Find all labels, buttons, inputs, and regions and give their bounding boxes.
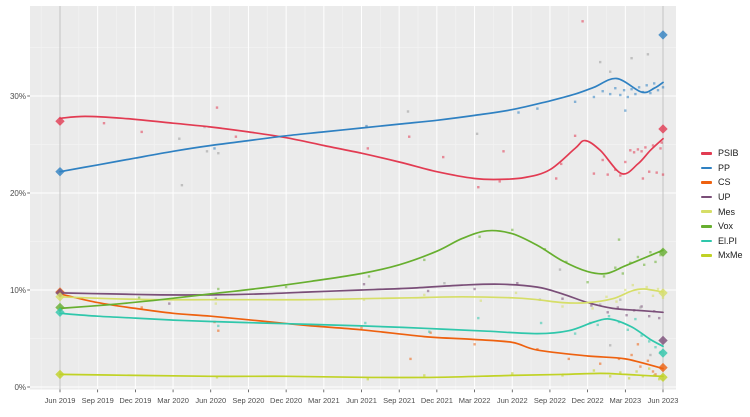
trend-line-MxMe [59, 372, 664, 379]
y-axis-label: 20% [9, 189, 26, 198]
trend-line-Vox [59, 229, 664, 310]
legend-swatch-cs [701, 181, 712, 184]
scatter-points-MxMe [215, 367, 661, 381]
x-axis-label: Dec 2021 [421, 396, 453, 405]
legend-item-mes: Mes [701, 204, 743, 219]
election-marker-CS-2023 [658, 362, 668, 373]
x-axis-label: Sep 2019 [82, 396, 114, 405]
x-axis-label: Jun 2022 [497, 396, 528, 405]
election-result-markers [55, 30, 668, 382]
trend-line-Mes [59, 288, 664, 304]
x-axis-label: Dec 2020 [270, 396, 302, 405]
y-axis-label: 30% [9, 92, 26, 101]
x-axis-label: Jun 2019 [45, 396, 76, 405]
legend-item-vox: Vox [701, 219, 743, 234]
legend-swatch-elpi [701, 239, 712, 243]
election-marker-Mes-2023 [658, 288, 668, 298]
trend-line-PP [59, 77, 664, 173]
x-axis-label: Jun 2021 [346, 396, 377, 405]
y-axis-label: 0% [14, 383, 26, 392]
legend-item-up: UP [701, 190, 743, 205]
grid-major [30, 6, 676, 390]
legend-swatch-pp [701, 166, 712, 170]
election-date-lines [59, 6, 664, 390]
election-marker-El.PI-2019 [55, 307, 65, 318]
election-marker-PP-2023 [658, 30, 668, 40]
plot-panel [30, 6, 676, 390]
legend-item-mxme: MxMe [701, 248, 743, 263]
x-axis-label: Sep 2020 [232, 396, 264, 405]
trend-line-PSIB [59, 115, 664, 181]
legend-label-up: UP [718, 192, 731, 203]
election-marker-MxMe-2019 [55, 369, 65, 380]
x-axis-label: Mar 2020 [157, 396, 189, 405]
x-axis-label: Mar 2021 [308, 396, 340, 405]
x-axis-label: Dec 2022 [572, 396, 604, 405]
legend-label-psib: PSIB [718, 148, 739, 159]
legend-swatch-up [701, 195, 712, 199]
scatter-points-Mes [214, 283, 665, 310]
election-marker-PP-2019 [55, 166, 65, 177]
election-marker-Mes-2019 [55, 292, 65, 302]
scatter-points-PSIB [102, 20, 665, 189]
legend-label-elpi: El.PI [718, 235, 738, 246]
legend-item-pp: PP [701, 161, 743, 176]
election-marker-PSIB-2023 [658, 124, 668, 134]
y-axis-label: 10% [9, 286, 26, 295]
election-marker-El.PI-2023 [658, 348, 668, 358]
legend-label-pp: PP [718, 162, 731, 173]
legend-swatch-vox [701, 224, 712, 228]
trend-line-UP [59, 283, 664, 314]
x-axis-label: Jun 2020 [195, 396, 226, 405]
x-axis-labels: Jun 2019 Sep 2019 Dec 2019 Mar 2020 Jun 2020… [45, 396, 679, 405]
legend-label-mxme: MxMe [718, 250, 743, 261]
legend-swatch-mxme [701, 254, 712, 257]
x-axis-label: Mar 2023 [609, 396, 641, 405]
x-axis-label: Sep 2021 [383, 396, 415, 405]
legend-label-cs: CS [718, 177, 731, 188]
election-marker-MxMe-2023 [658, 372, 668, 382]
election-marker-Vox-2023 [658, 247, 668, 257]
legend-item-elpi: El.PI [701, 234, 743, 249]
x-axis-label: Mar 2022 [459, 396, 491, 405]
legend-swatch-psib [701, 152, 712, 155]
x-axis-label: Sep 2022 [534, 396, 566, 405]
election-marker-PSIB-2019 [55, 116, 65, 126]
trend-line-CS [59, 293, 664, 370]
legend-label-vox: Vox [718, 221, 734, 232]
legend-swatch-mes [701, 210, 712, 213]
trend-line-El.PI [59, 312, 664, 348]
legend-item-psib: PSIB [701, 146, 743, 161]
election-marker-Vox-2019 [55, 302, 65, 313]
x-axis-label: Jun 2023 [648, 396, 679, 405]
axis-ticks [27, 95, 664, 393]
legend-label-mes: Mes [718, 206, 736, 217]
legend: PSIB PP CS UP Mes Vox El.PI MxMe [701, 146, 743, 263]
election-marker-UP-2023 [658, 335, 668, 346]
x-axis-label: Dec 2019 [119, 396, 151, 405]
legend-item-cs: CS [701, 175, 743, 190]
